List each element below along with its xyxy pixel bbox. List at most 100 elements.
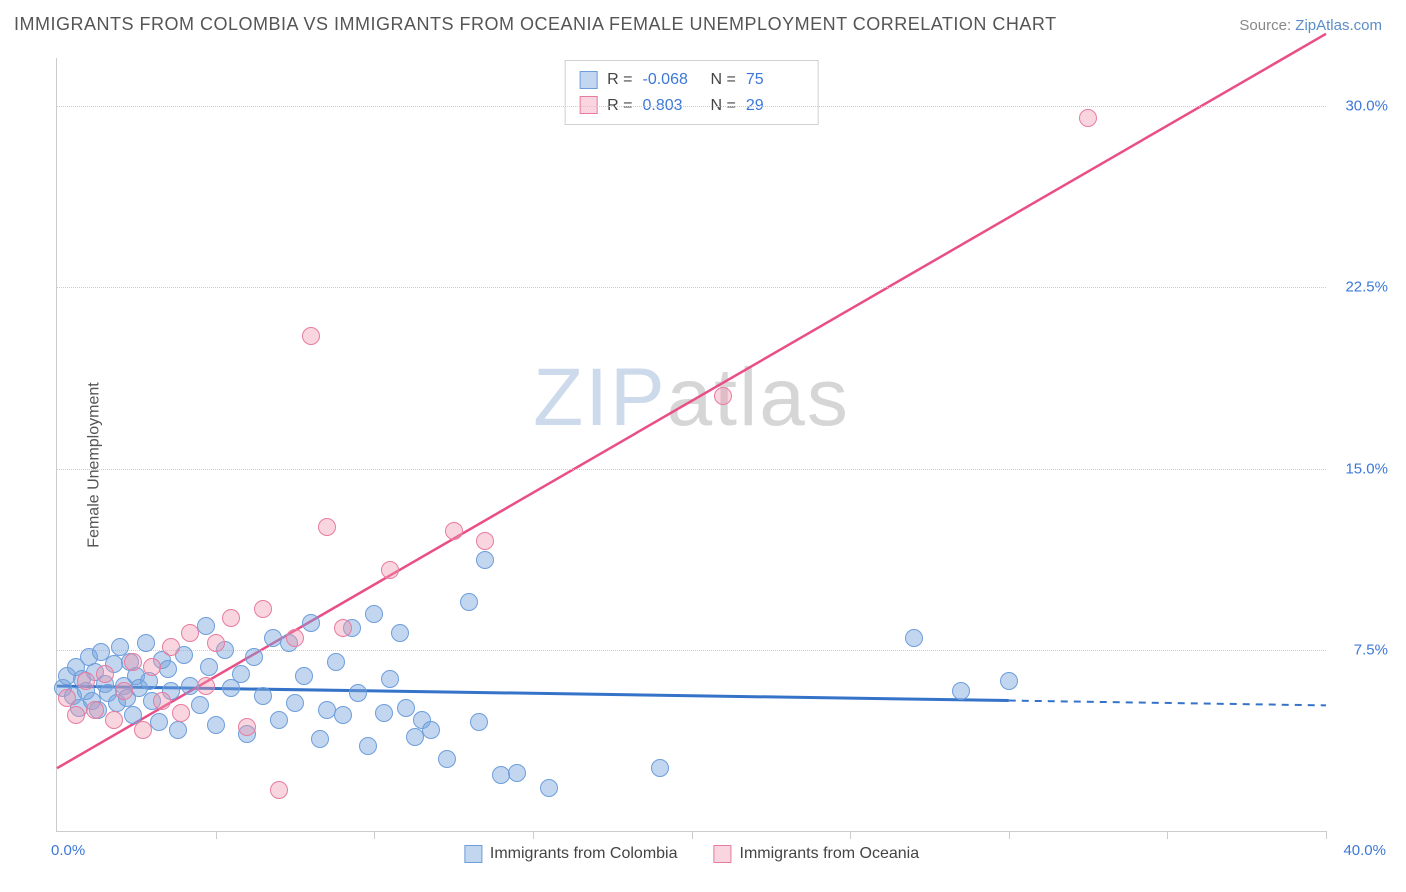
data-point (58, 689, 76, 707)
data-point (952, 682, 970, 700)
data-point (422, 721, 440, 739)
data-point (391, 624, 409, 642)
data-point (200, 658, 218, 676)
data-point (445, 522, 463, 540)
legend-item-oceania: Immigrants from Oceania (714, 845, 920, 863)
series-name-colombia: Immigrants from Colombia (490, 845, 678, 863)
data-point (238, 718, 256, 736)
data-point (197, 617, 215, 635)
series-legend: Immigrants from Colombia Immigrants from… (464, 845, 919, 863)
source-link[interactable]: ZipAtlas.com (1295, 17, 1382, 34)
watermark-brand-2: atlas (667, 352, 850, 443)
swatch-colombia (579, 71, 597, 89)
data-point (254, 600, 272, 618)
data-point (77, 672, 95, 690)
r-value-colombia: -0.068 (643, 67, 701, 93)
data-point (124, 653, 142, 671)
data-point (397, 699, 415, 717)
data-point (327, 653, 345, 671)
swatch-colombia (464, 845, 482, 863)
r-label: R = (607, 67, 632, 93)
data-point (153, 692, 171, 710)
swatch-oceania (714, 845, 732, 863)
x-tick (1009, 831, 1010, 839)
gridline-h (57, 469, 1326, 470)
data-point (375, 704, 393, 722)
data-point (476, 532, 494, 550)
chart-container: Female Unemployment ZIPatlas R = -0.068 … (20, 48, 1396, 882)
data-point (270, 781, 288, 799)
data-point (67, 706, 85, 724)
data-point (438, 750, 456, 768)
legend-row-colombia: R = -0.068 N = 75 (579, 67, 804, 93)
data-point (905, 629, 923, 647)
data-point (150, 713, 168, 731)
gridline-h (57, 287, 1326, 288)
x-origin-label: 0.0% (51, 842, 85, 859)
data-point (295, 667, 313, 685)
x-tick (1167, 831, 1168, 839)
data-point (540, 779, 558, 797)
legend-item-colombia: Immigrants from Colombia (464, 845, 678, 863)
regression-lines-layer (57, 58, 1326, 831)
data-point (207, 634, 225, 652)
data-point (318, 518, 336, 536)
series-name-oceania: Immigrants from Oceania (740, 845, 920, 863)
data-point (460, 593, 478, 611)
data-point (381, 670, 399, 688)
data-point (105, 711, 123, 729)
data-point (270, 711, 288, 729)
data-point (1000, 672, 1018, 690)
data-point (232, 665, 250, 683)
data-point (311, 730, 329, 748)
x-max-label: 40.0% (1343, 842, 1386, 859)
data-point (470, 713, 488, 731)
data-point (302, 614, 320, 632)
data-point (286, 629, 304, 647)
data-point (349, 684, 367, 702)
data-point (334, 706, 352, 724)
x-tick (533, 831, 534, 839)
chart-title: IMMIGRANTS FROM COLOMBIA VS IMMIGRANTS F… (14, 14, 1057, 35)
data-point (365, 605, 383, 623)
y-tick-label: 15.0% (1332, 460, 1388, 477)
plot-area: ZIPatlas R = -0.068 N = 75 R = 0.803 N =… (56, 58, 1326, 832)
data-point (159, 660, 177, 678)
data-point (134, 721, 152, 739)
data-point (651, 759, 669, 777)
y-tick-label: 7.5% (1332, 641, 1388, 658)
data-point (181, 624, 199, 642)
x-tick (216, 831, 217, 839)
data-point (245, 648, 263, 666)
data-point (143, 658, 161, 676)
data-point (172, 704, 190, 722)
n-label: N = (711, 67, 736, 93)
x-tick (850, 831, 851, 839)
source-prefix: Source: (1239, 17, 1295, 34)
data-point (137, 634, 155, 652)
data-point (1079, 109, 1097, 127)
data-point (191, 696, 209, 714)
gridline-h (57, 106, 1326, 107)
data-point (508, 764, 526, 782)
data-point (302, 327, 320, 345)
chart-header: IMMIGRANTS FROM COLOMBIA VS IMMIGRANTS F… (0, 0, 1406, 43)
data-point (254, 687, 272, 705)
data-point (162, 638, 180, 656)
y-tick-label: 22.5% (1332, 279, 1388, 296)
data-point (334, 619, 352, 637)
n-value-colombia: 75 (746, 67, 804, 93)
data-point (169, 721, 187, 739)
data-point (115, 682, 133, 700)
data-point (714, 387, 732, 405)
watermark-brand-1: ZIP (533, 352, 667, 443)
data-point (96, 665, 114, 683)
x-tick (692, 831, 693, 839)
data-point (359, 737, 377, 755)
data-point (476, 551, 494, 569)
x-tick (374, 831, 375, 839)
data-point (197, 677, 215, 695)
data-point (381, 561, 399, 579)
data-point (222, 609, 240, 627)
data-point (86, 701, 104, 719)
